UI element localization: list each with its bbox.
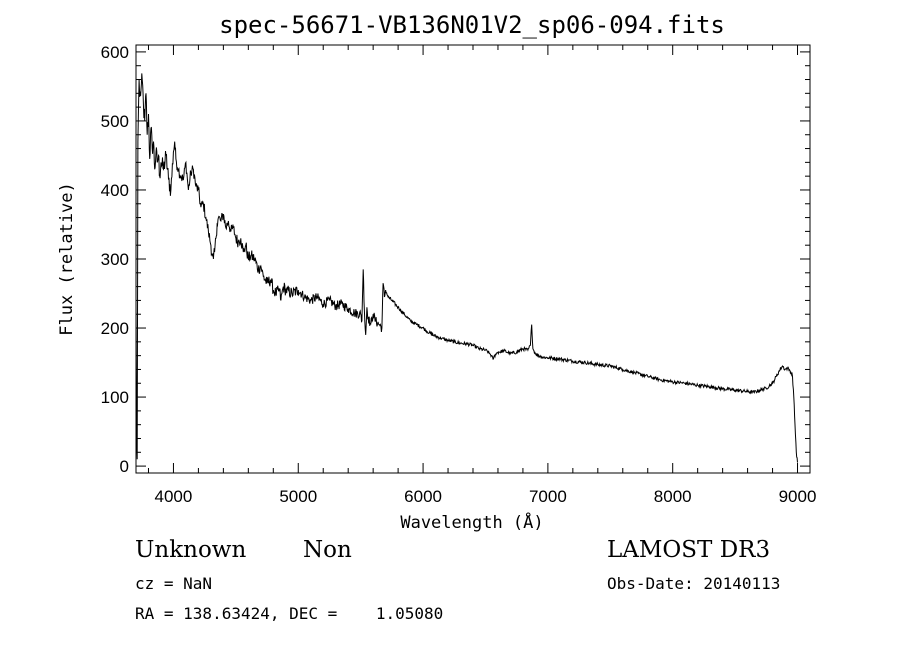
y-tick-label: 100 [101,388,129,407]
survey-name: LAMOST DR3 [607,537,771,563]
plot-frame [135,44,811,474]
x-axis-label: Wavelength (Å) [400,511,543,533]
y-tick-label: 0 [120,457,129,476]
series-line-flux [135,73,798,463]
x-tick-label: 6000 [404,487,442,506]
x-tick-label: 5000 [279,487,317,506]
observation-date: Obs-Date: 20140113 [607,574,781,593]
object-subtype: Non [303,537,352,563]
y-axis-label: Flux (relative) [57,182,77,336]
coordinates-text: RA = 138.63424, DEC = 1.05080 [135,604,444,623]
y-tick-label: 400 [101,181,129,200]
y-tick-label: 200 [101,319,129,338]
y-axis: 0 100 200 300 400 500 600 [101,43,810,476]
x-tick-label: 9000 [779,487,817,506]
x-tick-label: 8000 [654,487,692,506]
y-tick-label: 500 [101,112,129,131]
redshift-text: cz = NaN [135,574,213,593]
x-tick-label: 7000 [529,487,567,506]
y-tick-label: 600 [101,43,129,62]
x-tick-label: 4000 [155,487,193,506]
x-axis: 4000 5000 6000 7000 8000 9000 [147,45,817,506]
y-tick-label: 300 [101,250,129,269]
chart-title: spec-56671-VB136N01V2_sp06-094.fits [219,11,725,39]
object-type: Unknown [135,537,247,563]
